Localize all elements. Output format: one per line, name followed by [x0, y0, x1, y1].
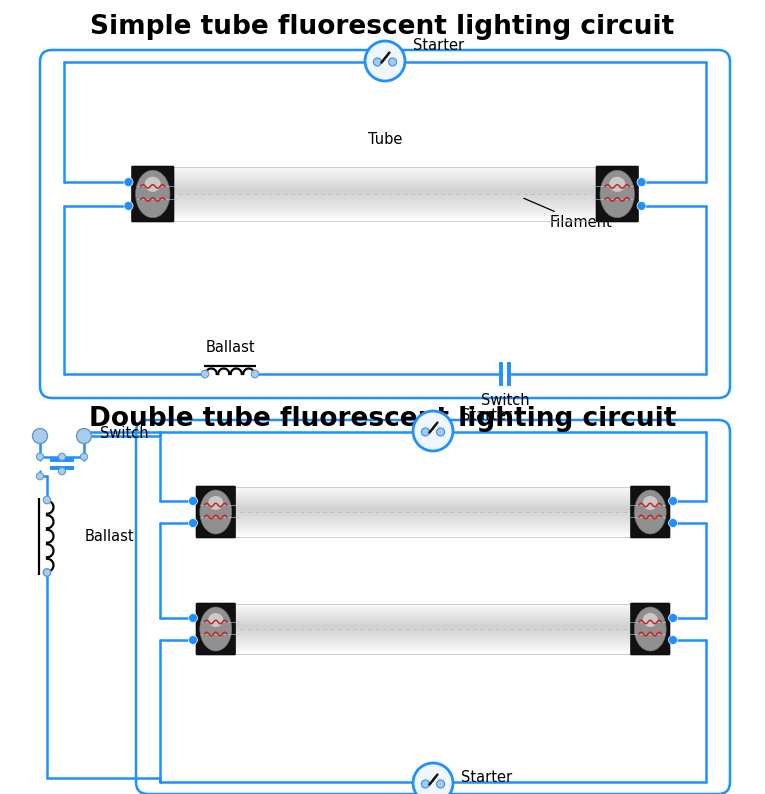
FancyBboxPatch shape [196, 603, 236, 655]
Circle shape [124, 178, 133, 187]
Circle shape [58, 453, 66, 461]
Text: Simple tube fluorescent lighting circuit: Simple tube fluorescent lighting circuit [90, 14, 675, 40]
Ellipse shape [200, 607, 232, 651]
Ellipse shape [609, 177, 625, 192]
Circle shape [637, 178, 646, 187]
Ellipse shape [200, 490, 232, 534]
Bar [173, 167, 597, 221]
Circle shape [373, 58, 382, 66]
Ellipse shape [208, 613, 223, 627]
FancyBboxPatch shape [132, 166, 174, 222]
FancyBboxPatch shape [196, 486, 236, 538]
FancyBboxPatch shape [40, 50, 730, 398]
Text: Double tube fluorescent lighting circuit: Double tube fluorescent lighting circuit [89, 406, 676, 432]
Ellipse shape [600, 170, 634, 218]
Text: Switch: Switch [480, 393, 529, 408]
Circle shape [365, 41, 405, 81]
Circle shape [669, 614, 678, 622]
Circle shape [422, 428, 429, 436]
Bar [235, 487, 631, 537]
Circle shape [669, 496, 678, 506]
Ellipse shape [145, 177, 161, 192]
Circle shape [437, 780, 444, 788]
Circle shape [188, 614, 197, 622]
FancyBboxPatch shape [596, 166, 639, 222]
Circle shape [201, 370, 209, 378]
Circle shape [58, 468, 66, 475]
Circle shape [389, 58, 396, 66]
FancyBboxPatch shape [630, 603, 670, 655]
Circle shape [422, 780, 429, 788]
Circle shape [413, 411, 453, 451]
Circle shape [188, 518, 197, 527]
FancyBboxPatch shape [630, 486, 670, 538]
Text: Switch: Switch [100, 426, 148, 441]
Circle shape [44, 569, 50, 576]
Ellipse shape [634, 490, 666, 534]
Text: Ballast: Ballast [85, 529, 135, 544]
Circle shape [43, 496, 50, 504]
Circle shape [637, 202, 646, 210]
Circle shape [124, 202, 133, 210]
Circle shape [80, 453, 88, 461]
Text: Tube: Tube [368, 132, 402, 147]
Text: Filament: Filament [524, 198, 612, 230]
Circle shape [37, 472, 44, 480]
Circle shape [188, 635, 197, 645]
Text: Starter: Starter [461, 770, 512, 785]
Circle shape [37, 453, 44, 461]
Text: Ballast: Ballast [205, 340, 255, 355]
Ellipse shape [135, 170, 170, 218]
Bar [235, 604, 631, 654]
Circle shape [76, 429, 92, 444]
Circle shape [32, 429, 47, 444]
Circle shape [188, 496, 197, 506]
Ellipse shape [634, 607, 666, 651]
Text: Starter: Starter [413, 38, 464, 53]
Circle shape [43, 569, 50, 576]
Circle shape [413, 763, 453, 794]
Circle shape [669, 518, 678, 527]
Circle shape [251, 370, 259, 378]
Circle shape [669, 635, 678, 645]
Ellipse shape [208, 496, 223, 510]
Circle shape [437, 428, 444, 436]
Ellipse shape [643, 496, 658, 510]
Ellipse shape [643, 613, 658, 627]
Text: Starter: Starter [461, 408, 512, 423]
FancyBboxPatch shape [136, 420, 730, 794]
